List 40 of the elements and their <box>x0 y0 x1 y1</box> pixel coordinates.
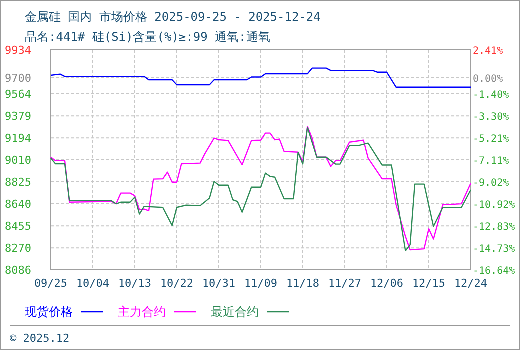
y-tick-label: 9564 <box>5 88 32 102</box>
y-tick-label: 8640 <box>5 198 32 212</box>
x-tick-label: 09/25 <box>34 277 68 290</box>
y-tick-label: 9700 <box>5 72 32 85</box>
x-tick-label: 10/22 <box>160 277 194 290</box>
line-series <box>50 68 472 88</box>
y-tick-label: 9194 <box>5 132 32 146</box>
x-tick-label: 12/15 <box>412 277 446 290</box>
y2-tick-label: 2.41% <box>473 46 504 57</box>
y2-tick-label: -9.02% <box>473 178 510 189</box>
y2-tick-label: -14.73% <box>473 244 516 255</box>
x-tick-label: 10/31 <box>202 277 236 290</box>
x-tick-label: 10/13 <box>118 277 152 290</box>
legend-label: 最近合约 <box>211 305 259 319</box>
y2-tick-label: -5.21% <box>473 134 510 145</box>
chart-subtitle: 品名:441# 硅(Si)含量(%)≥:99 通氧:通氧 <box>25 30 270 44</box>
x-tick-label: 12/24 <box>454 277 488 290</box>
y-tick-label: 9010 <box>5 154 32 167</box>
x-tick-label: 10/04 <box>76 277 110 290</box>
chart-title: 金属硅 国内 市场价格 2025-09-25 - 2025-12-24 <box>25 10 321 24</box>
x-tick-label: 11/09 <box>244 277 278 290</box>
y2-tick-label: -10.92% <box>473 200 516 211</box>
legend-label: 主力合约 <box>118 305 166 319</box>
legend-label: 现货价格 <box>25 305 73 319</box>
text: © 2025.12 <box>10 332 70 345</box>
y-tick-label: 8455 <box>5 220 32 234</box>
y2-tick-label: -16.64% <box>473 266 516 277</box>
y2-tick-label: -7.11% <box>473 156 510 167</box>
y2-tick-label: -3.30% <box>473 112 510 123</box>
y-tick-label: 9934 <box>5 44 32 57</box>
y-tick-label: 8825 <box>5 176 32 190</box>
y-tick-label: 8086 <box>5 264 32 277</box>
y2-tick-label: -12.83% <box>473 222 516 233</box>
x-tick-label: 11/27 <box>328 277 362 290</box>
y2-tick-label: 0.00% <box>473 74 504 85</box>
y2-tick-label: -1.40% <box>473 90 510 101</box>
x-tick-label: 11/18 <box>286 277 320 290</box>
y-tick-label: 9379 <box>5 110 32 124</box>
x-tick-label: 12/06 <box>370 277 404 290</box>
y-tick-label: 8270 <box>5 242 32 256</box>
